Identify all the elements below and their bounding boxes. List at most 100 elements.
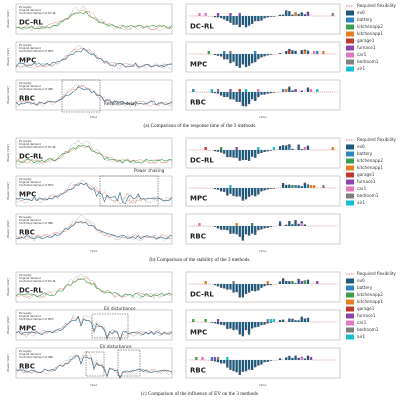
legend-label: kitchenapp1 [357,165,383,170]
bar [266,319,269,322]
legend-swatch [346,66,354,72]
required-flexibility [190,182,336,200]
caption: (b) Comparison of the stability of the 3… [149,256,250,263]
line-legend: Original demand [19,8,41,12]
bar [297,358,300,360]
bar [291,281,294,284]
curve [15,221,173,240]
bar [303,147,306,150]
x-axis-label: Hour [90,383,98,387]
bar [216,357,220,360]
bar [223,150,226,154]
bar [251,322,254,329]
bar [306,279,310,284]
line-legend: Controlled demand of MPC [19,49,54,53]
bar [263,92,266,95]
bar [300,50,303,54]
line-legend: Original demand [19,84,41,88]
bar [257,360,260,366]
bar [266,281,269,284]
required-flexibility [190,144,336,161]
bar [303,51,306,54]
bar [263,322,266,325]
required-flexibility [190,86,336,106]
bar [300,223,303,226]
bar [260,92,263,95]
bar [244,150,248,161]
bar [309,357,313,360]
line-legend: Controlled demand of MPC [19,317,54,321]
left-plot-frame [15,175,173,207]
bar [254,226,257,235]
bar [306,50,310,54]
bar [235,188,238,197]
bar [213,357,217,360]
bar [204,281,207,284]
bar [263,54,266,57]
bar [210,89,213,92]
bar [272,147,275,150]
legend-label: kitchenapp2 [357,292,383,297]
curve [15,45,173,70]
right-plot-frame [185,41,341,73]
curve [15,182,173,205]
bar [220,54,223,57]
bar [232,322,235,331]
bar [269,16,272,17]
bar [235,92,238,102]
annotation: EV disturbance [104,306,136,311]
bar [285,357,288,360]
bar [232,360,235,372]
line-legend: Controlled demand of DC-RL [19,145,57,149]
bar [257,16,260,22]
bar [322,185,325,188]
bar [306,355,310,360]
bar [251,223,254,226]
legend-swatch [346,313,354,319]
legend-swatch [346,292,354,298]
bar [247,150,251,161]
legend-label: ev0 [357,144,365,149]
bar [223,284,226,289]
legend-swatch [346,334,354,340]
bar [260,150,263,153]
bar [254,284,257,292]
bar [263,188,266,191]
bar [220,322,223,325]
bar [269,322,272,323]
bar [241,360,244,372]
bar [309,185,313,188]
bar [226,357,229,360]
bar [251,54,254,64]
legend-label: ev0 [357,278,365,283]
annotation: Power shaking [134,168,165,173]
bar [294,89,297,92]
bar [257,150,260,154]
bar [241,322,244,337]
bar [247,226,251,236]
bar [238,16,241,28]
bar [263,16,266,19]
bar [244,92,248,107]
legend-label: furnace1 [357,179,376,184]
required-flexibility [190,49,336,67]
legend-label: car1 [357,52,367,57]
bar [226,150,229,158]
bar [272,92,275,93]
legend-swatch [346,172,354,178]
bar [232,284,235,293]
bar [294,220,297,226]
bar [223,92,226,98]
legend-label: bedroom1 [357,193,379,198]
line-legend: Original demand [19,142,41,146]
line-legend: PV supply [19,215,32,219]
legend-swatch [346,45,354,51]
bar [223,226,226,230]
line-legend: PV supply [19,139,32,143]
legend-label: kitchenapp2 [357,158,383,163]
bar [331,147,334,150]
bar [316,51,319,54]
bar [213,54,217,56]
method-label: RBC [19,363,35,371]
bar [263,284,266,287]
